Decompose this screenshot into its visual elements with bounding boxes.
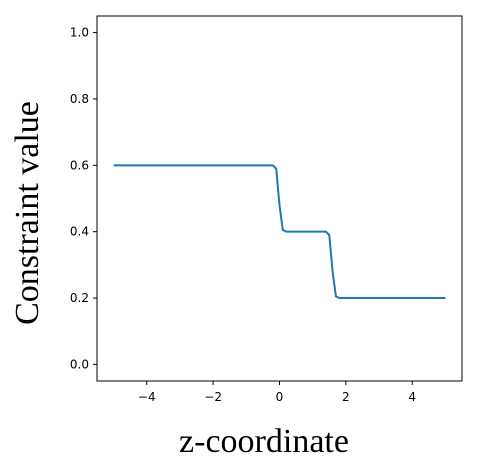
y-tick-label: 1.0 bbox=[70, 26, 89, 40]
y-axis-label: Constraint value bbox=[9, 101, 46, 325]
y-tick-label: 0.8 bbox=[70, 92, 89, 106]
x-axis-label: z-coordinate bbox=[179, 423, 349, 460]
x-tick-label: −2 bbox=[204, 390, 222, 404]
y-tick-label: 0.0 bbox=[70, 357, 89, 371]
data-line bbox=[113, 164, 446, 300]
y-tick-label: 0.6 bbox=[70, 158, 89, 172]
y-tick-label: 0.4 bbox=[70, 225, 89, 239]
x-tick-label: 2 bbox=[342, 390, 350, 404]
x-tick-label: 0 bbox=[276, 390, 284, 404]
plot-frame bbox=[96, 15, 463, 382]
y-tick-label: 0.2 bbox=[70, 291, 89, 305]
x-tick-label: −4 bbox=[138, 390, 156, 404]
x-tick-label: 4 bbox=[408, 390, 416, 404]
